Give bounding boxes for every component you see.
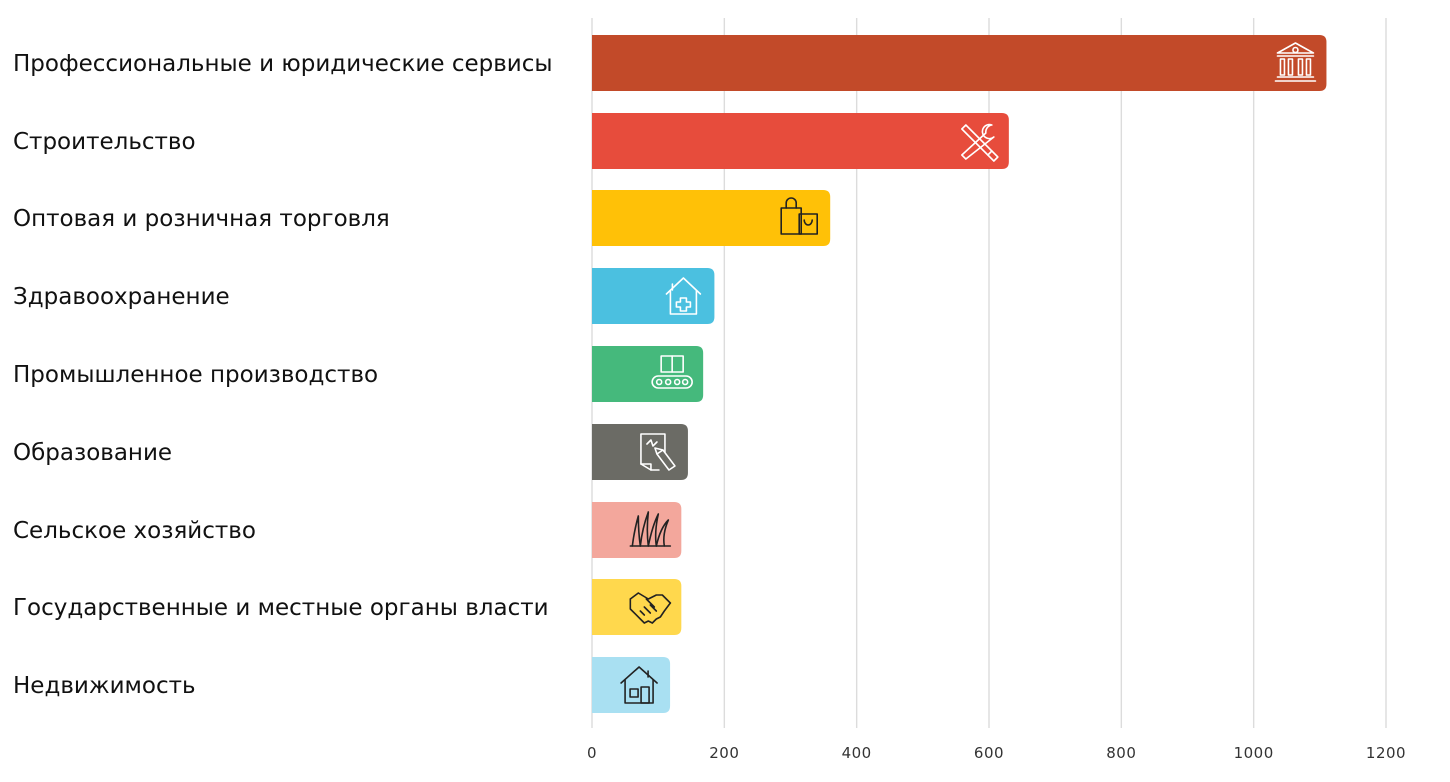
category-label: Промышленное производство <box>13 362 378 388</box>
handshake-icon <box>629 592 672 624</box>
bar <box>592 424 688 480</box>
category-label: Оптовая и розничная торговля <box>13 206 390 232</box>
bar <box>592 657 671 713</box>
x-tick-label: 200 <box>709 744 739 762</box>
paper-pencil-icon <box>640 433 676 471</box>
grass-icon <box>629 511 672 547</box>
x-tick-labels: 0 200 400 600 800 1000 1200 <box>587 744 1406 762</box>
bar <box>592 579 682 635</box>
x-tick-label: 1000 <box>1234 744 1274 762</box>
medical-house-icon <box>665 277 702 315</box>
bar <box>592 190 831 246</box>
x-tick-label: 1200 <box>1366 744 1406 762</box>
category-label: Строительство <box>13 129 196 155</box>
x-tick-label: 800 <box>1106 744 1136 762</box>
bank-icon <box>1274 42 1317 82</box>
category-label: Образование <box>13 440 172 466</box>
category-label: Сельское хозяйство <box>13 518 256 544</box>
category-label: Здравоохранение <box>13 284 230 310</box>
conveyor-box-icon <box>651 355 693 389</box>
bar <box>592 113 1009 169</box>
x-tick-label: 0 <box>587 744 597 762</box>
bars <box>592 35 1327 713</box>
bar <box>592 268 715 324</box>
bar <box>592 35 1327 91</box>
category-label: Государственные и местные органы власти <box>13 595 549 621</box>
x-tick-label: 600 <box>974 744 1004 762</box>
tools-icon <box>961 123 999 162</box>
x-tick-label: 400 <box>842 744 872 762</box>
bar <box>592 346 704 402</box>
category-label: Недвижимость <box>13 673 196 699</box>
category-label: Профессиональные и юридические сервисы <box>13 51 553 77</box>
house-icon <box>620 666 658 704</box>
category-labels: Профессиональные и юридические сервисы Ст… <box>13 51 553 699</box>
shopping-bags-icon <box>780 197 819 235</box>
bar <box>592 502 682 558</box>
